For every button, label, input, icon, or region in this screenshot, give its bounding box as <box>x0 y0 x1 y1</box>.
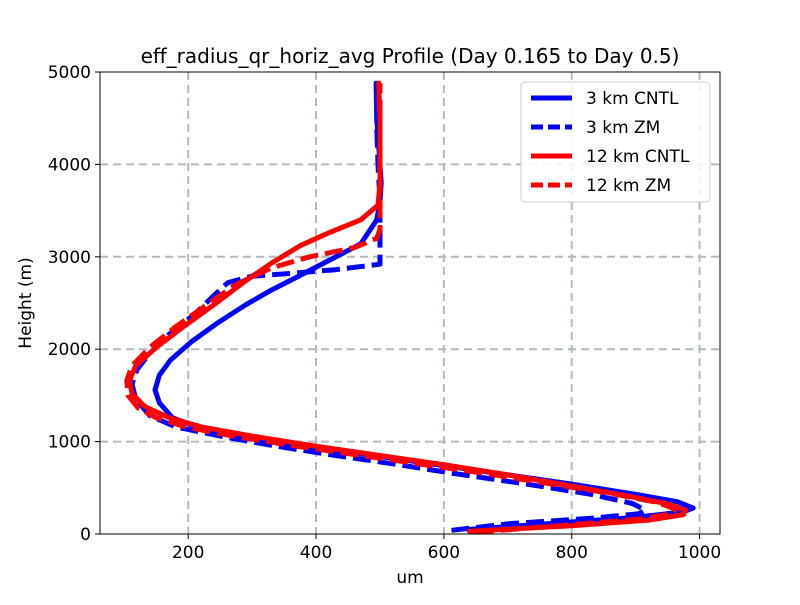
y-tick-label: 2000 <box>48 340 91 360</box>
x-axis-title: um <box>396 568 423 588</box>
y-tick-label: 5000 <box>48 63 91 83</box>
ticks: 200 400 600 800 1000 0 1000 2000 3000 4000 5000 <box>48 63 721 563</box>
legend-label: 3 km CNTL <box>586 89 679 109</box>
series-line-12-km-zm <box>124 83 678 535</box>
x-tick-label: 1000 <box>678 543 721 563</box>
x-tick-label: 400 <box>300 543 332 563</box>
y-tick-label: 3000 <box>48 248 91 268</box>
plot-frame <box>99 71 721 535</box>
y-axis-title: Height (m) <box>16 257 36 348</box>
series-line-3-km-cntl <box>152 80 696 532</box>
legend-label: 12 km ZM <box>586 176 671 196</box>
y-tick-label: 0 <box>80 525 91 545</box>
grid <box>100 72 720 534</box>
legend-box <box>520 81 711 203</box>
x-tick-label: 200 <box>172 543 204 563</box>
legend-label: 12 km CNTL <box>586 147 690 167</box>
legend-label: 3 km ZM <box>586 118 660 138</box>
series-lines <box>124 80 696 535</box>
y-tick-label: 1000 <box>48 433 91 453</box>
x-tick-label: 800 <box>555 543 587 563</box>
x-tick-label: 600 <box>428 543 460 563</box>
y-tick-label: 4000 <box>48 155 91 175</box>
legend: 3 km CNTL 3 km ZM 12 km CNTL 12 km ZM <box>520 81 711 203</box>
series-line-12-km-cntl <box>126 80 688 534</box>
chart-title: eff_radius_qr_horiz_avg Profile (Day 0.1… <box>141 44 680 68</box>
